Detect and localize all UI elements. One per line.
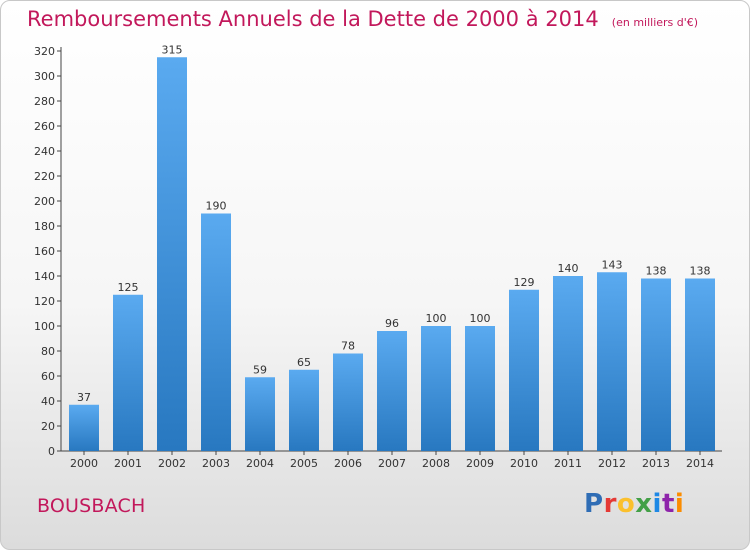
data-label: 37: [77, 391, 91, 404]
data-label: 190: [206, 200, 227, 213]
bars: [69, 57, 715, 451]
logo-letter: x: [635, 489, 653, 519]
axes: 0 20 40 60 80 100 120 140 160 180 200 220 240 260 280 3…: [34, 45, 722, 470]
y-tick-label: 300: [34, 70, 55, 83]
x-tick-label: 2013: [642, 457, 670, 470]
x-tick-label: 2010: [510, 457, 538, 470]
y-tick-label: 40: [41, 395, 55, 408]
chart-subtitle: (en milliers d'€): [611, 16, 699, 29]
x-tick-label: 2003: [202, 457, 230, 470]
bar-2004: [245, 377, 275, 451]
y-tick-label: 80: [41, 345, 55, 358]
data-label: 125: [118, 281, 139, 294]
data-label: 100: [470, 312, 491, 325]
x-tick-label: 2001: [114, 457, 142, 470]
x-tick-label: 2007: [378, 457, 406, 470]
y-tick-label: 20: [41, 420, 55, 433]
bar-2007: [377, 331, 407, 451]
bar-2001: [113, 294, 143, 451]
logo-letter: t: [661, 489, 675, 519]
x-tick-label: 2011: [554, 457, 582, 470]
y-tick-label: 180: [34, 220, 55, 233]
bar-2006: [333, 353, 363, 451]
y-tick-label: 140: [34, 270, 55, 283]
proxiti-logo[interactable]: Proxiti: [584, 489, 684, 519]
y-tick-label: 60: [41, 370, 55, 383]
bar-2013: [641, 278, 671, 451]
bar-2010: [509, 289, 539, 451]
data-label: 96: [385, 317, 399, 330]
data-label: 140: [558, 262, 579, 275]
bar-2012: [597, 272, 627, 451]
bar-2005: [289, 369, 319, 451]
x-tick-label: 2012: [598, 457, 626, 470]
bar-2000: [69, 404, 99, 451]
x-tick-label: 2014: [686, 457, 714, 470]
x-tick-label: 2004: [246, 457, 274, 470]
y-tick-label: 100: [34, 320, 55, 333]
title-row: Remboursements Annuels de la Dette de 20…: [27, 7, 698, 31]
data-label: 65: [297, 356, 311, 369]
y-tick-label: 280: [34, 95, 55, 108]
logo-letter: r: [603, 489, 617, 519]
x-tick-label: 2008: [422, 457, 450, 470]
y-tick-label: 200: [34, 195, 55, 208]
data-label: 100: [426, 312, 447, 325]
y-tick-label: 220: [34, 170, 55, 183]
x-tick-label: 2005: [290, 457, 318, 470]
y-tick-label: 320: [34, 45, 55, 58]
data-label: 143: [602, 258, 623, 271]
x-tick-label: 2009: [466, 457, 494, 470]
y-tick-label: 260: [34, 120, 55, 133]
data-labels: 37 125 315 190 59 65 78 96 100 100 129 140 143 138 138: [77, 43, 711, 404]
bar-2011: [553, 276, 583, 451]
bar-2008: [421, 326, 451, 451]
data-label: 315: [162, 43, 183, 56]
data-label: 138: [690, 265, 711, 278]
y-tick-label: 160: [34, 245, 55, 258]
bar-2003: [201, 213, 231, 451]
logo-letter: P: [584, 489, 604, 519]
y-tick-label: 120: [34, 295, 55, 308]
data-label: 129: [514, 276, 535, 289]
x-tick-label: 2006: [334, 457, 362, 470]
logo-letter: i: [674, 489, 685, 519]
data-label: 78: [341, 340, 355, 353]
logo-letter: i: [652, 489, 662, 519]
x-tick-label: 2000: [70, 457, 98, 470]
chart-title: Remboursements Annuels de la Dette de 20…: [27, 7, 599, 31]
city-name: BOUSBACH: [37, 495, 146, 517]
bar-2009: [465, 326, 495, 451]
logo-letter: o: [616, 489, 636, 519]
x-tick-label: 2002: [158, 457, 186, 470]
data-label: 138: [646, 265, 667, 278]
data-label: 59: [253, 363, 267, 376]
bar-2002: [157, 57, 187, 451]
y-tick-label: 240: [34, 145, 55, 158]
bar-2014: [685, 278, 715, 451]
y-tick-label: 0: [48, 445, 55, 458]
